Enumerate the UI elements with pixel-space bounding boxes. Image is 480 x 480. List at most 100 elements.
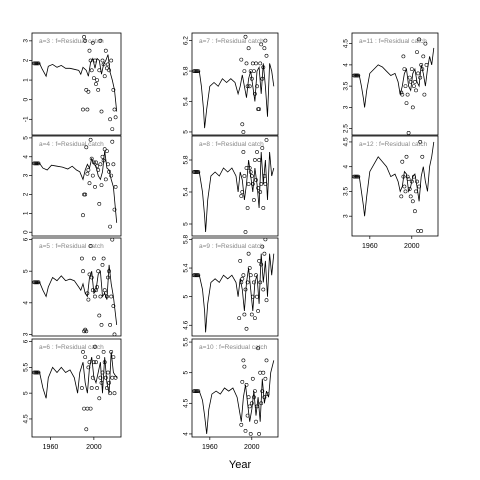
y-tick-label: 3 (23, 39, 30, 43)
data-point (89, 68, 94, 73)
data-point (259, 42, 264, 47)
data-point (98, 162, 103, 167)
data-point (92, 160, 96, 165)
x-tick-label: 2000 (86, 444, 102, 451)
data-point (34, 61, 39, 66)
data-point (240, 190, 245, 194)
data-point (89, 386, 94, 390)
data-point (251, 280, 256, 285)
data-point (93, 344, 97, 349)
data-point (263, 182, 268, 186)
data-point (401, 54, 406, 59)
series-line (34, 264, 118, 325)
data-point (105, 294, 109, 299)
data-point (238, 258, 243, 263)
y-tick-label: 2.5 (343, 124, 350, 133)
data-point (87, 360, 92, 365)
data-point (247, 266, 252, 270)
data-point (86, 89, 91, 94)
data-point (112, 107, 117, 112)
data-point (406, 177, 411, 182)
data-point (85, 291, 90, 296)
data-point (239, 194, 244, 198)
data-point (35, 161, 40, 166)
data-point (260, 389, 265, 394)
data-point (248, 170, 253, 174)
data-point (94, 160, 98, 165)
panel: a=8 : f=Residual catch 5 5.4 5.8 (183, 135, 279, 237)
data-point (36, 161, 41, 166)
data-point (96, 355, 101, 360)
data-point (408, 194, 413, 199)
data-point (94, 360, 98, 365)
data-point (260, 146, 265, 150)
data-point (106, 162, 110, 167)
y-tick-label: 5.4 (183, 263, 190, 272)
y-tick-label: 1 (23, 211, 30, 215)
data-point (35, 370, 40, 375)
data-point (264, 138, 269, 142)
data-point (87, 272, 92, 277)
series-line (194, 253, 275, 333)
data-point (99, 380, 104, 385)
data-point (108, 117, 113, 122)
data-point (259, 401, 264, 406)
y-tick-label: 3.5 (343, 187, 350, 196)
panel: a=7 : f=Residual catch 5 5.4 5.8 6.2 (183, 32, 279, 136)
data-point (95, 285, 100, 289)
data-point (244, 61, 249, 66)
data-point (88, 406, 93, 411)
data-point (254, 419, 258, 424)
panel: a=11 : f=Residual catch 2.5 3 3.5 4 4.5 (343, 32, 439, 136)
data-point (107, 68, 112, 73)
data-point (82, 406, 87, 411)
y-tick-label: 0 (23, 230, 30, 234)
panel: a=6 : f=Residual catch 4.5 5 5.5 6 1960 2000 (23, 338, 122, 451)
panel-plot-area (192, 34, 275, 134)
data-point (110, 127, 115, 132)
data-point (254, 61, 258, 66)
data-point (86, 365, 91, 370)
data-point (85, 406, 90, 411)
panel-plot-area (32, 137, 118, 229)
panel-label: a=10 : f=Residual catch (199, 344, 268, 351)
data-point (420, 67, 425, 72)
data-point (257, 258, 262, 263)
data-point (36, 61, 41, 66)
series-line (34, 351, 118, 399)
data-point (401, 174, 406, 179)
panel-frame (191, 237, 279, 337)
data-point (84, 427, 89, 432)
data-point (248, 431, 253, 436)
data-point (246, 46, 251, 51)
data-point (82, 192, 87, 197)
data-point (254, 273, 258, 278)
data-point (112, 332, 117, 336)
data-point (88, 137, 93, 142)
panel-plot-area (352, 139, 435, 233)
data-point (257, 158, 262, 162)
data-point (103, 177, 108, 182)
data-point (99, 109, 104, 114)
data-point (247, 84, 252, 89)
y-tick-label: 5.8 (183, 235, 190, 244)
data-point (103, 291, 108, 296)
data-point (107, 269, 112, 274)
data-point (196, 273, 201, 278)
data-point (95, 78, 100, 83)
data-point (246, 182, 251, 186)
data-point (402, 67, 407, 72)
x-tick-label: 1960 (43, 444, 59, 451)
data-point (105, 66, 109, 71)
y-tick-label: 4.5 (343, 39, 350, 48)
y-tick-label: 5 (183, 294, 190, 298)
data-point (260, 244, 265, 249)
y-tick-label: 5.8 (183, 66, 190, 75)
data-point (101, 62, 106, 67)
data-point (252, 158, 257, 162)
data-point (83, 355, 88, 360)
data-point (259, 182, 264, 186)
panel: a=12 : f=Residual catch 3 3.5 4 4.5 1960 2000 (343, 135, 439, 250)
data-point (93, 294, 97, 299)
data-point (90, 375, 95, 380)
